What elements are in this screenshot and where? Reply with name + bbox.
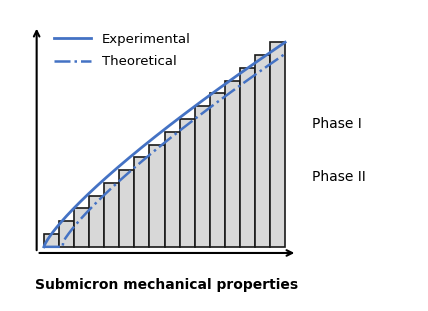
Legend: Experimental, Theoretical: Experimental, Theoretical [54,33,190,68]
Bar [44,234,59,247]
Bar [210,93,225,247]
Bar [119,170,134,247]
Bar [149,145,164,247]
Bar [195,106,210,247]
Bar [134,157,149,247]
Text: Phase I: Phase I [312,117,362,132]
Text: Phase II: Phase II [312,170,366,184]
Bar [240,68,255,247]
Bar [255,55,270,247]
Bar [89,196,104,247]
Bar [225,81,240,247]
Bar [270,42,285,247]
Bar [59,221,74,247]
Bar [180,119,195,247]
Bar [164,132,180,247]
Bar [74,208,89,247]
Bar [104,183,119,247]
Text: Submicron mechanical properties: Submicron mechanical properties [36,278,298,292]
